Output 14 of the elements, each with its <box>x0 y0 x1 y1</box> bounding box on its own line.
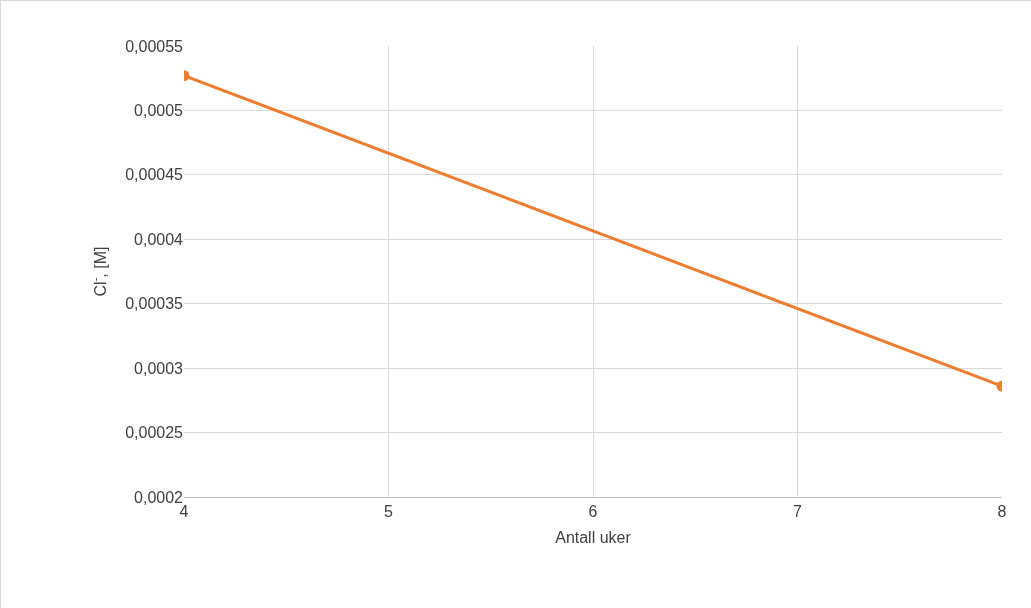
y-tick-label: 0,00035 <box>125 295 184 313</box>
y-tick-label: 0,0005 <box>134 102 184 120</box>
y-tick-label: 0,00055 <box>125 37 184 55</box>
x-axis-title: Antall uker <box>555 528 632 546</box>
x-tick-label: 4 <box>179 503 189 521</box>
y-tick-label: 0,0004 <box>134 230 184 248</box>
y-tick-label: 0,0003 <box>134 359 184 377</box>
y-tick-label: 0,00045 <box>125 166 184 184</box>
x-tick-label: 5 <box>384 503 394 521</box>
x-tick-label: 7 <box>793 503 803 521</box>
x-tick-label: 6 <box>588 503 598 521</box>
y-tick-label: 0,0002 <box>134 488 184 506</box>
x-tick-label: 8 <box>997 503 1007 521</box>
y-tick-label: 0,00025 <box>125 424 184 442</box>
